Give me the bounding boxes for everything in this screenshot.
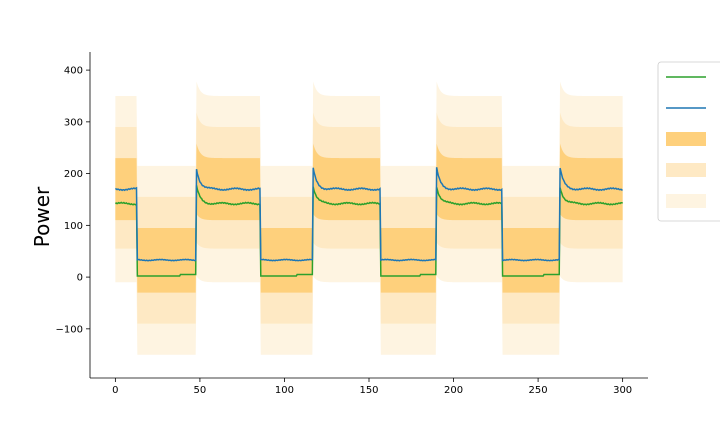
y-tick-label: −100 [56,324,83,335]
confidence-bands [115,81,623,355]
y-ticks: −100 0 100 200 300 400 [56,66,90,335]
y-tick-label: 0 [77,273,83,284]
confidence-band-3 [115,143,623,293]
series-lines [114,167,624,277]
x-ticks: 0 50 100 150 200 250 300 [112,378,632,396]
x-tick-label: 150 [359,385,378,396]
legend-swatch-3 [666,132,706,146]
y-tick-label: 300 [64,117,83,128]
legend [657,61,720,222]
y-tick-label: 100 [64,221,83,232]
x-tick-label: 0 [112,385,118,396]
y-axis-label: Power [30,186,54,247]
x-tick-label: 100 [275,385,294,396]
series-line-2 [114,167,623,262]
x-tick-label: 250 [529,385,548,396]
y-tick-label: 200 [64,169,83,180]
y-tick-label: 400 [64,66,83,77]
x-tick-label: 300 [613,385,632,396]
x-tick-label: 50 [194,385,207,396]
series-line-1 [114,185,624,277]
x-tick-label: 200 [444,385,463,396]
legend-swatch-4 [666,163,706,177]
legend-swatch-5 [666,194,706,208]
